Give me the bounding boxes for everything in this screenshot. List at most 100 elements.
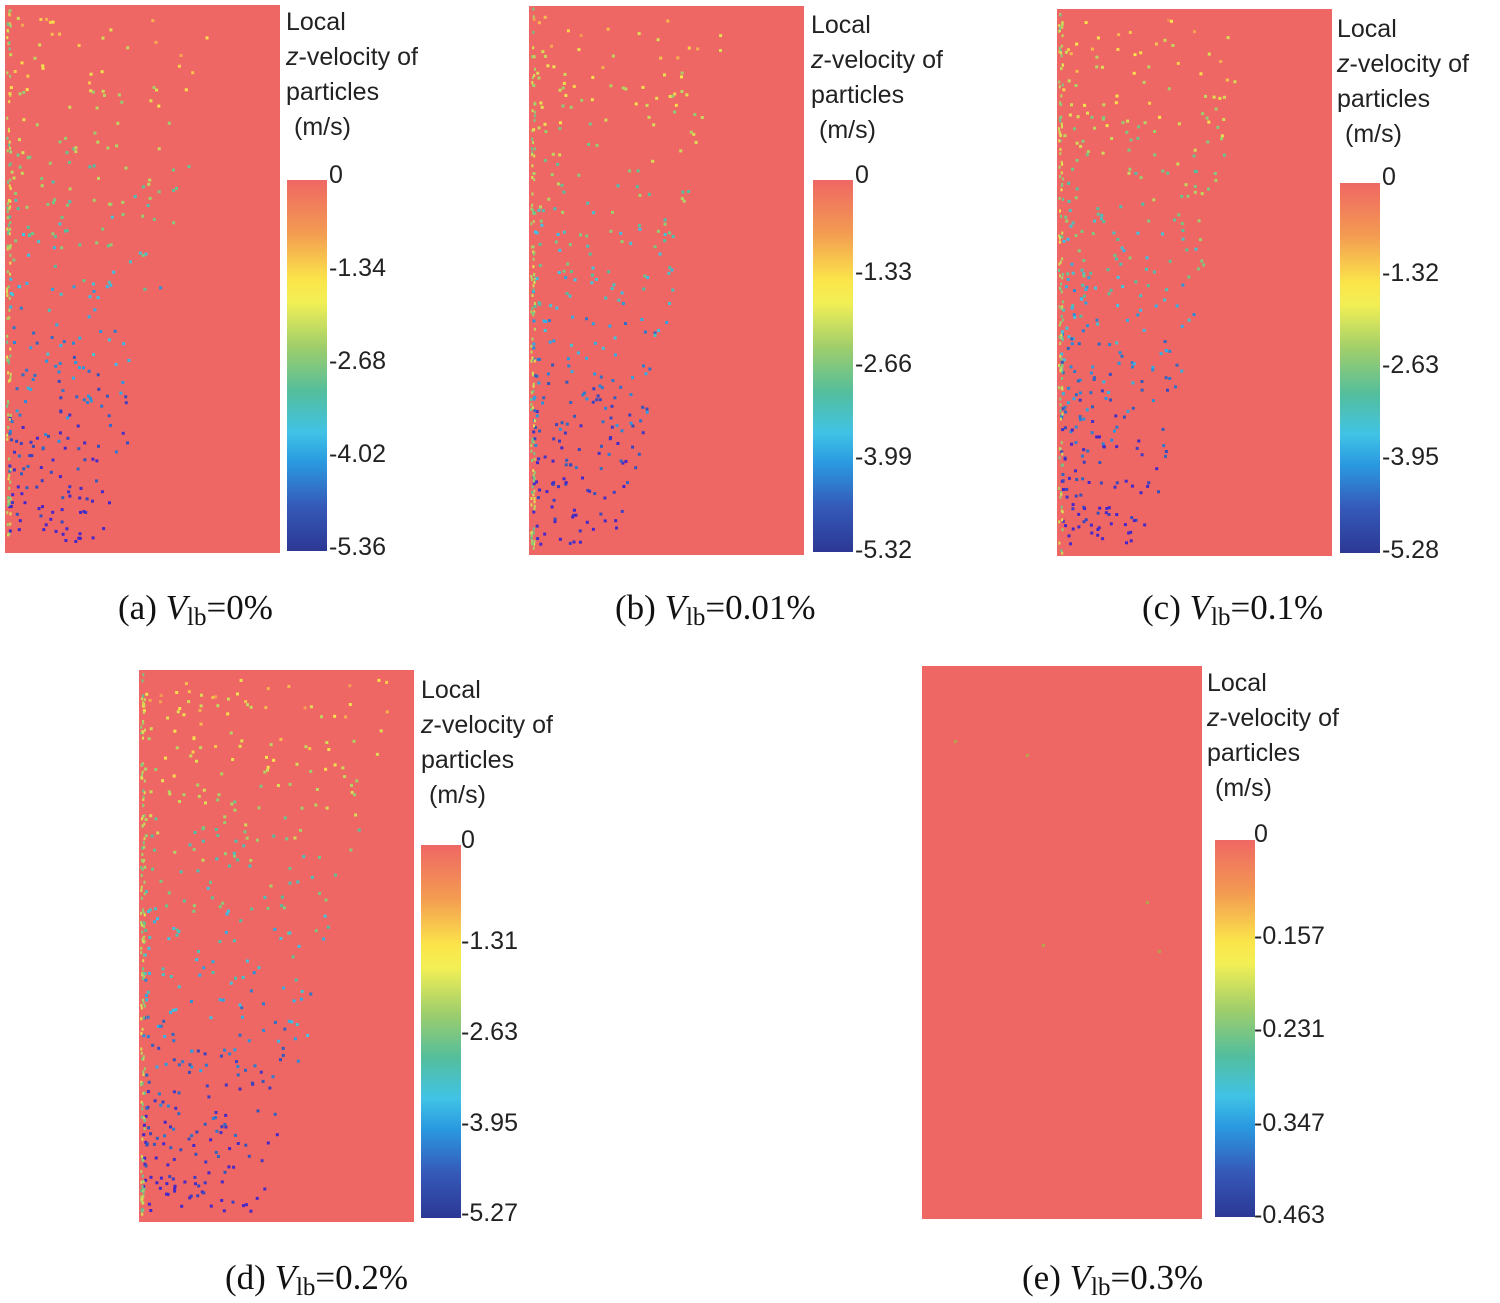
particle (1061, 392, 1065, 396)
particle (57, 379, 61, 383)
particle (619, 231, 623, 235)
particle (145, 1106, 149, 1110)
particle (99, 330, 103, 333)
particle (121, 431, 125, 435)
particle (88, 396, 92, 400)
particle (1081, 477, 1085, 481)
particle (1165, 349, 1168, 352)
particle (1106, 391, 1110, 394)
particle (1062, 358, 1066, 362)
wall-particle (1061, 377, 1063, 380)
wall-particle (7, 246, 10, 249)
particle (106, 146, 110, 150)
particle (180, 1204, 184, 1208)
particle (631, 445, 635, 449)
particle (563, 431, 567, 435)
wall-particle (532, 527, 535, 531)
particle (176, 710, 180, 714)
particle (8, 432, 12, 436)
particle (596, 394, 600, 398)
particle (1131, 381, 1135, 385)
particle (592, 211, 596, 215)
wall-particle (142, 935, 145, 939)
particle (113, 329, 117, 333)
particle (1155, 467, 1159, 471)
wall-particle (1059, 175, 1062, 179)
particle (173, 1186, 177, 1190)
particle (151, 1043, 155, 1047)
particle (233, 854, 236, 858)
particle (272, 758, 276, 762)
particle (1216, 125, 1220, 129)
particle (1180, 324, 1184, 328)
particle (239, 678, 243, 682)
particle (51, 510, 55, 514)
wall-particle (533, 280, 536, 284)
particle (537, 457, 541, 461)
wall-particle (1059, 342, 1062, 345)
particle (1180, 222, 1184, 226)
wall-particle (1060, 54, 1063, 58)
particle (1082, 460, 1086, 464)
particle (1071, 221, 1075, 225)
particle (541, 401, 544, 405)
particle (1177, 122, 1181, 126)
particle (191, 750, 195, 754)
wall-particle (531, 485, 534, 489)
tick-c-1: -1.32 (1382, 259, 1439, 287)
particle (64, 136, 68, 140)
particle (72, 147, 76, 151)
wall-particle (142, 1201, 145, 1205)
particle (16, 16, 20, 20)
particle (156, 917, 159, 921)
particle (1067, 534, 1071, 538)
wall-particle (1060, 122, 1063, 126)
particle (1175, 304, 1179, 308)
particle (196, 783, 200, 787)
particle (223, 852, 227, 856)
particle (1168, 259, 1172, 263)
particle (1073, 127, 1076, 131)
particle (1102, 220, 1106, 224)
particle (1168, 377, 1172, 380)
wall-particle (532, 546, 535, 550)
particle (1082, 520, 1086, 524)
particle (588, 252, 592, 256)
particle (1222, 153, 1226, 157)
particle (647, 192, 651, 196)
particle (1070, 342, 1074, 346)
particle (47, 434, 50, 438)
particle (631, 424, 635, 428)
wall-particle (531, 539, 534, 543)
wall-particle (531, 192, 534, 196)
particle (144, 978, 148, 982)
particle (203, 1122, 207, 1126)
particle (60, 246, 64, 250)
wall-particle (8, 9, 11, 13)
wall-particle (143, 892, 146, 896)
wall-particle (6, 29, 9, 32)
particle (1157, 490, 1160, 494)
particle (209, 1138, 213, 1142)
wall-particle (142, 803, 145, 807)
particle (561, 104, 565, 108)
wall-particle (141, 846, 144, 850)
particle (663, 73, 666, 77)
wall-particle (533, 327, 536, 331)
particle (1161, 427, 1165, 431)
particle (153, 848, 156, 852)
particle (1168, 349, 1172, 353)
particle (29, 346, 33, 350)
particle (679, 149, 683, 153)
particle (48, 161, 52, 165)
particle (599, 512, 603, 516)
particle (533, 230, 537, 234)
particle (159, 879, 163, 883)
particle (249, 705, 253, 709)
particle (61, 389, 65, 393)
particle (1091, 420, 1095, 423)
particle (173, 729, 177, 733)
particle (60, 508, 64, 512)
particle (624, 322, 627, 325)
particle (1164, 376, 1168, 380)
